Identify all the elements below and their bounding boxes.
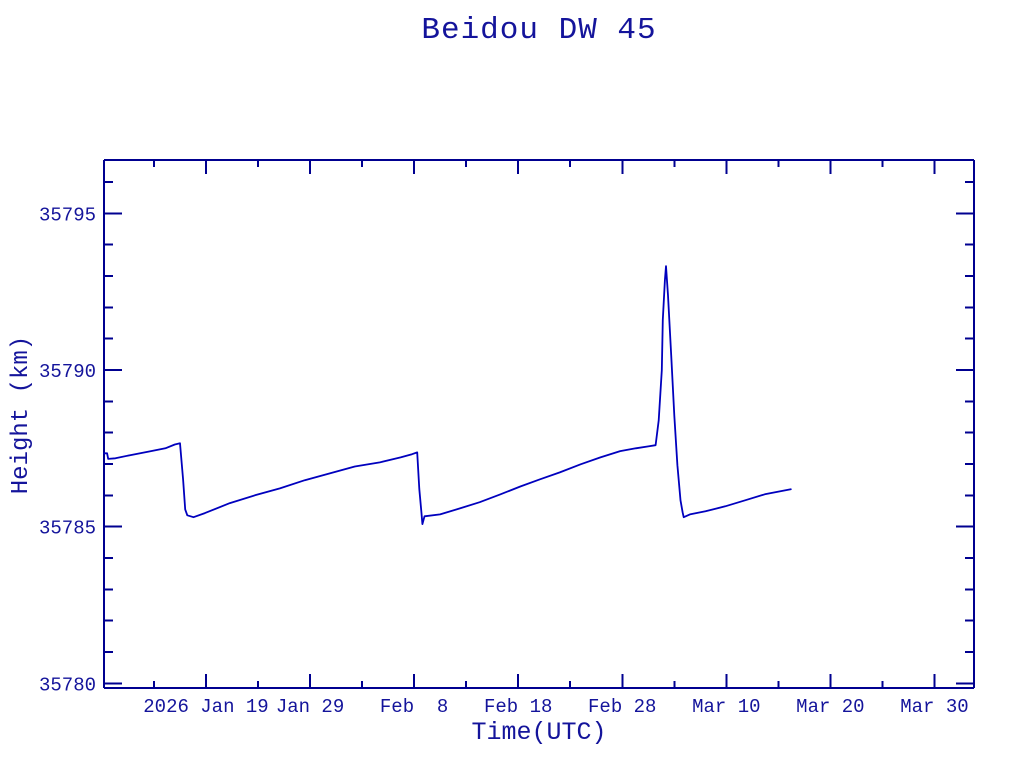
x-tick-label: Feb 8	[380, 696, 448, 718]
y-tick-label: 35790	[39, 361, 96, 383]
x-tick-label: Feb 18	[484, 696, 552, 718]
y-tick-label: 35785	[39, 518, 96, 540]
x-axis-title: Time(UTC)	[471, 718, 607, 747]
y-tick-label: 35780	[39, 674, 96, 696]
x-tick-label: 2026 Jan 19	[143, 696, 268, 718]
data-line-height-series	[103, 265, 792, 525]
x-tick-label: Feb 28	[588, 696, 656, 718]
x-tick-label: Jan 29	[276, 696, 344, 718]
x-tick-label: Mar 10	[692, 696, 760, 718]
y-tick-label: 35795	[39, 204, 96, 226]
chart-title: Beidou DW 45	[421, 13, 657, 48]
x-tick-label: Mar 20	[796, 696, 864, 718]
x-tick-label: Mar 30	[900, 696, 968, 718]
